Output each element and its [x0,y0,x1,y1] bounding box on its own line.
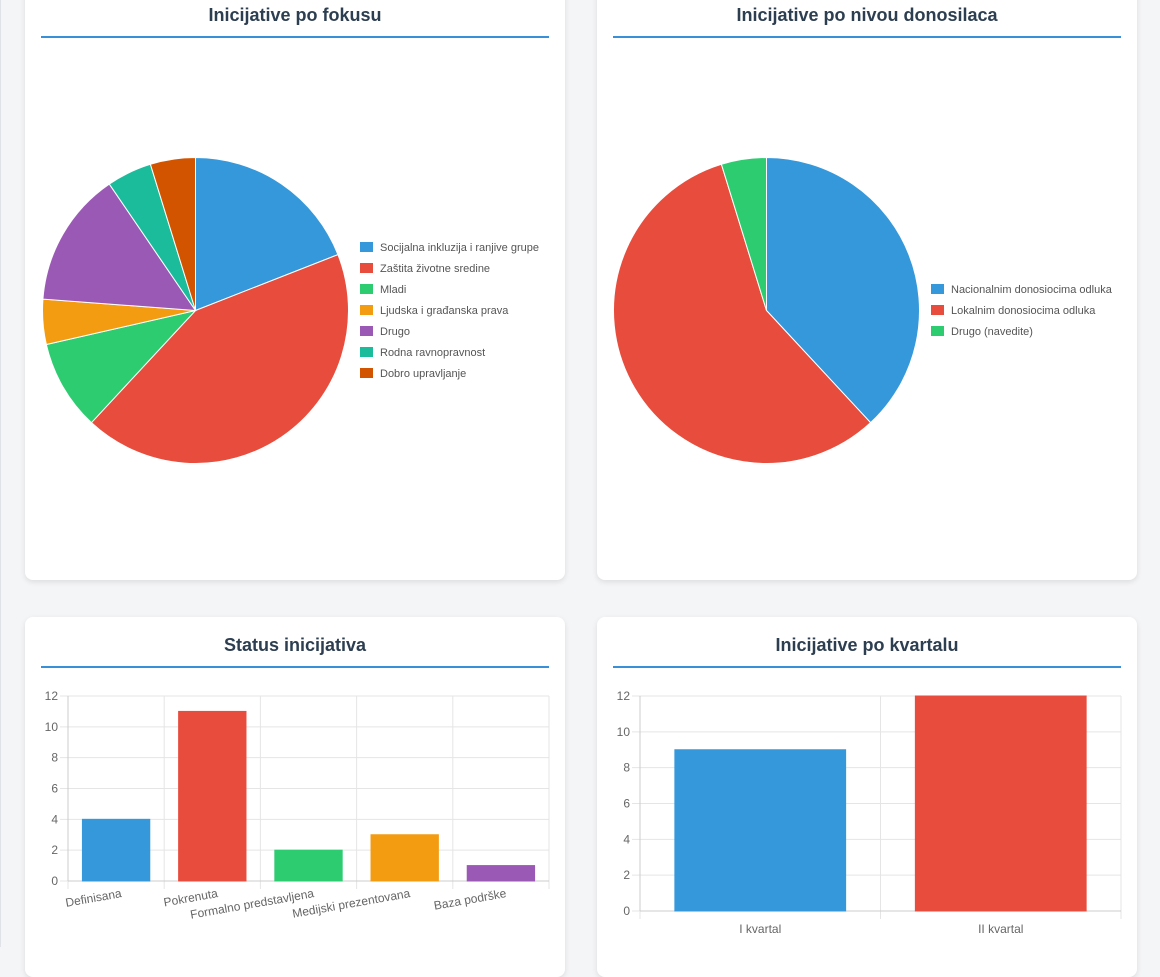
legend-swatch [360,263,373,273]
bar [81,818,151,882]
bar-chart-quarter: 0 2 4 6 8 10 12 I kvartal II kvartal [617,689,1122,936]
x-tick-label: II kvartal [978,922,1023,936]
legend-label: Drugo (navedite) [951,326,1033,338]
pie-slice [42,183,197,312]
bar [466,865,536,882]
y-tick-label: 4 [623,832,630,846]
y-tick-label: 4 [51,812,58,826]
pie-slice [613,163,872,464]
y-tick-label: 8 [51,751,58,765]
legend-label: Drugo [380,326,410,338]
bar [178,710,247,882]
bar [274,849,343,882]
y-tick-label: 12 [617,689,631,703]
legend-swatch [360,368,373,378]
pie-chart-level: Nacionalnim donosiocima odluka Lokalnim d… [613,156,1113,464]
y-tick-label: 10 [617,725,631,739]
chart-title-quarter: Inicijative po kvartalu [613,635,1121,668]
pie-slice [149,156,196,311]
legend-label: Nacionalnim donosiocima odluka [951,284,1113,296]
x-tick-label: Definisana [64,886,123,910]
y-tick-label: 6 [51,782,58,796]
pie-slice [766,156,920,424]
x-tick-label: Baza podrške [433,886,508,913]
y-tick-label: 10 [45,720,59,734]
legend-swatch [360,242,373,252]
bar [914,695,1087,912]
chart-card-focus: Inicijative po fokusu Socijalna inkluzij… [25,0,565,580]
legend-label: Zaštita životne sredine [380,263,490,275]
pie-chart-focus: Socijalna inkluzija i ranjive grupe Zašti… [42,156,539,464]
legend-swatch [360,284,373,294]
legend-swatch [360,326,373,336]
legend-label: Dobro upravljanje [380,368,466,380]
y-tick-label: 12 [45,689,59,703]
legend-label: Ljudska i građanska prava [380,305,509,317]
pie-slice [195,156,339,312]
legend-swatch [931,284,944,294]
y-tick-label: 0 [623,904,630,918]
y-tick-label: 6 [623,797,630,811]
legend-swatch [931,326,944,336]
chart-card-level: Inicijative po nivou donosilaca Nacional… [597,0,1137,580]
chart-title-level: Inicijative po nivou donosilaca [613,5,1121,38]
chart-title-focus: Inicijative po fokusu [41,5,549,38]
legend-label: Mladi [380,284,406,296]
legend-label: Rodna ravnopravnost [380,347,485,359]
y-tick-label: 0 [51,874,58,888]
y-tick-label: 2 [623,868,630,882]
x-tick-label: I kvartal [739,922,781,936]
chart-card-status: Status inicijativa 0 2 4 6 8 10 12 Definisana Po… [25,617,565,977]
y-tick-label: 8 [623,761,630,775]
legend-swatch [931,305,944,315]
pie-slice [45,309,197,424]
chart-card-quarter: Inicijative po kvartalu 0 2 4 6 8 10 12 I kvart… [597,617,1137,977]
page-edge-line [0,0,1,947]
bar [674,749,847,912]
pie-slice [720,156,767,311]
chart-title-status: Status inicijativa [41,635,549,668]
legend-swatch [360,305,373,315]
bar [370,834,439,882]
legend-label: Lokalnim donosiocima odluka [951,305,1096,317]
pie-slice [90,253,349,464]
y-tick-label: 2 [51,843,58,857]
legend-label: Socijalna inkluzija i ranjive grupe [380,242,539,254]
legend-swatch [360,347,373,357]
